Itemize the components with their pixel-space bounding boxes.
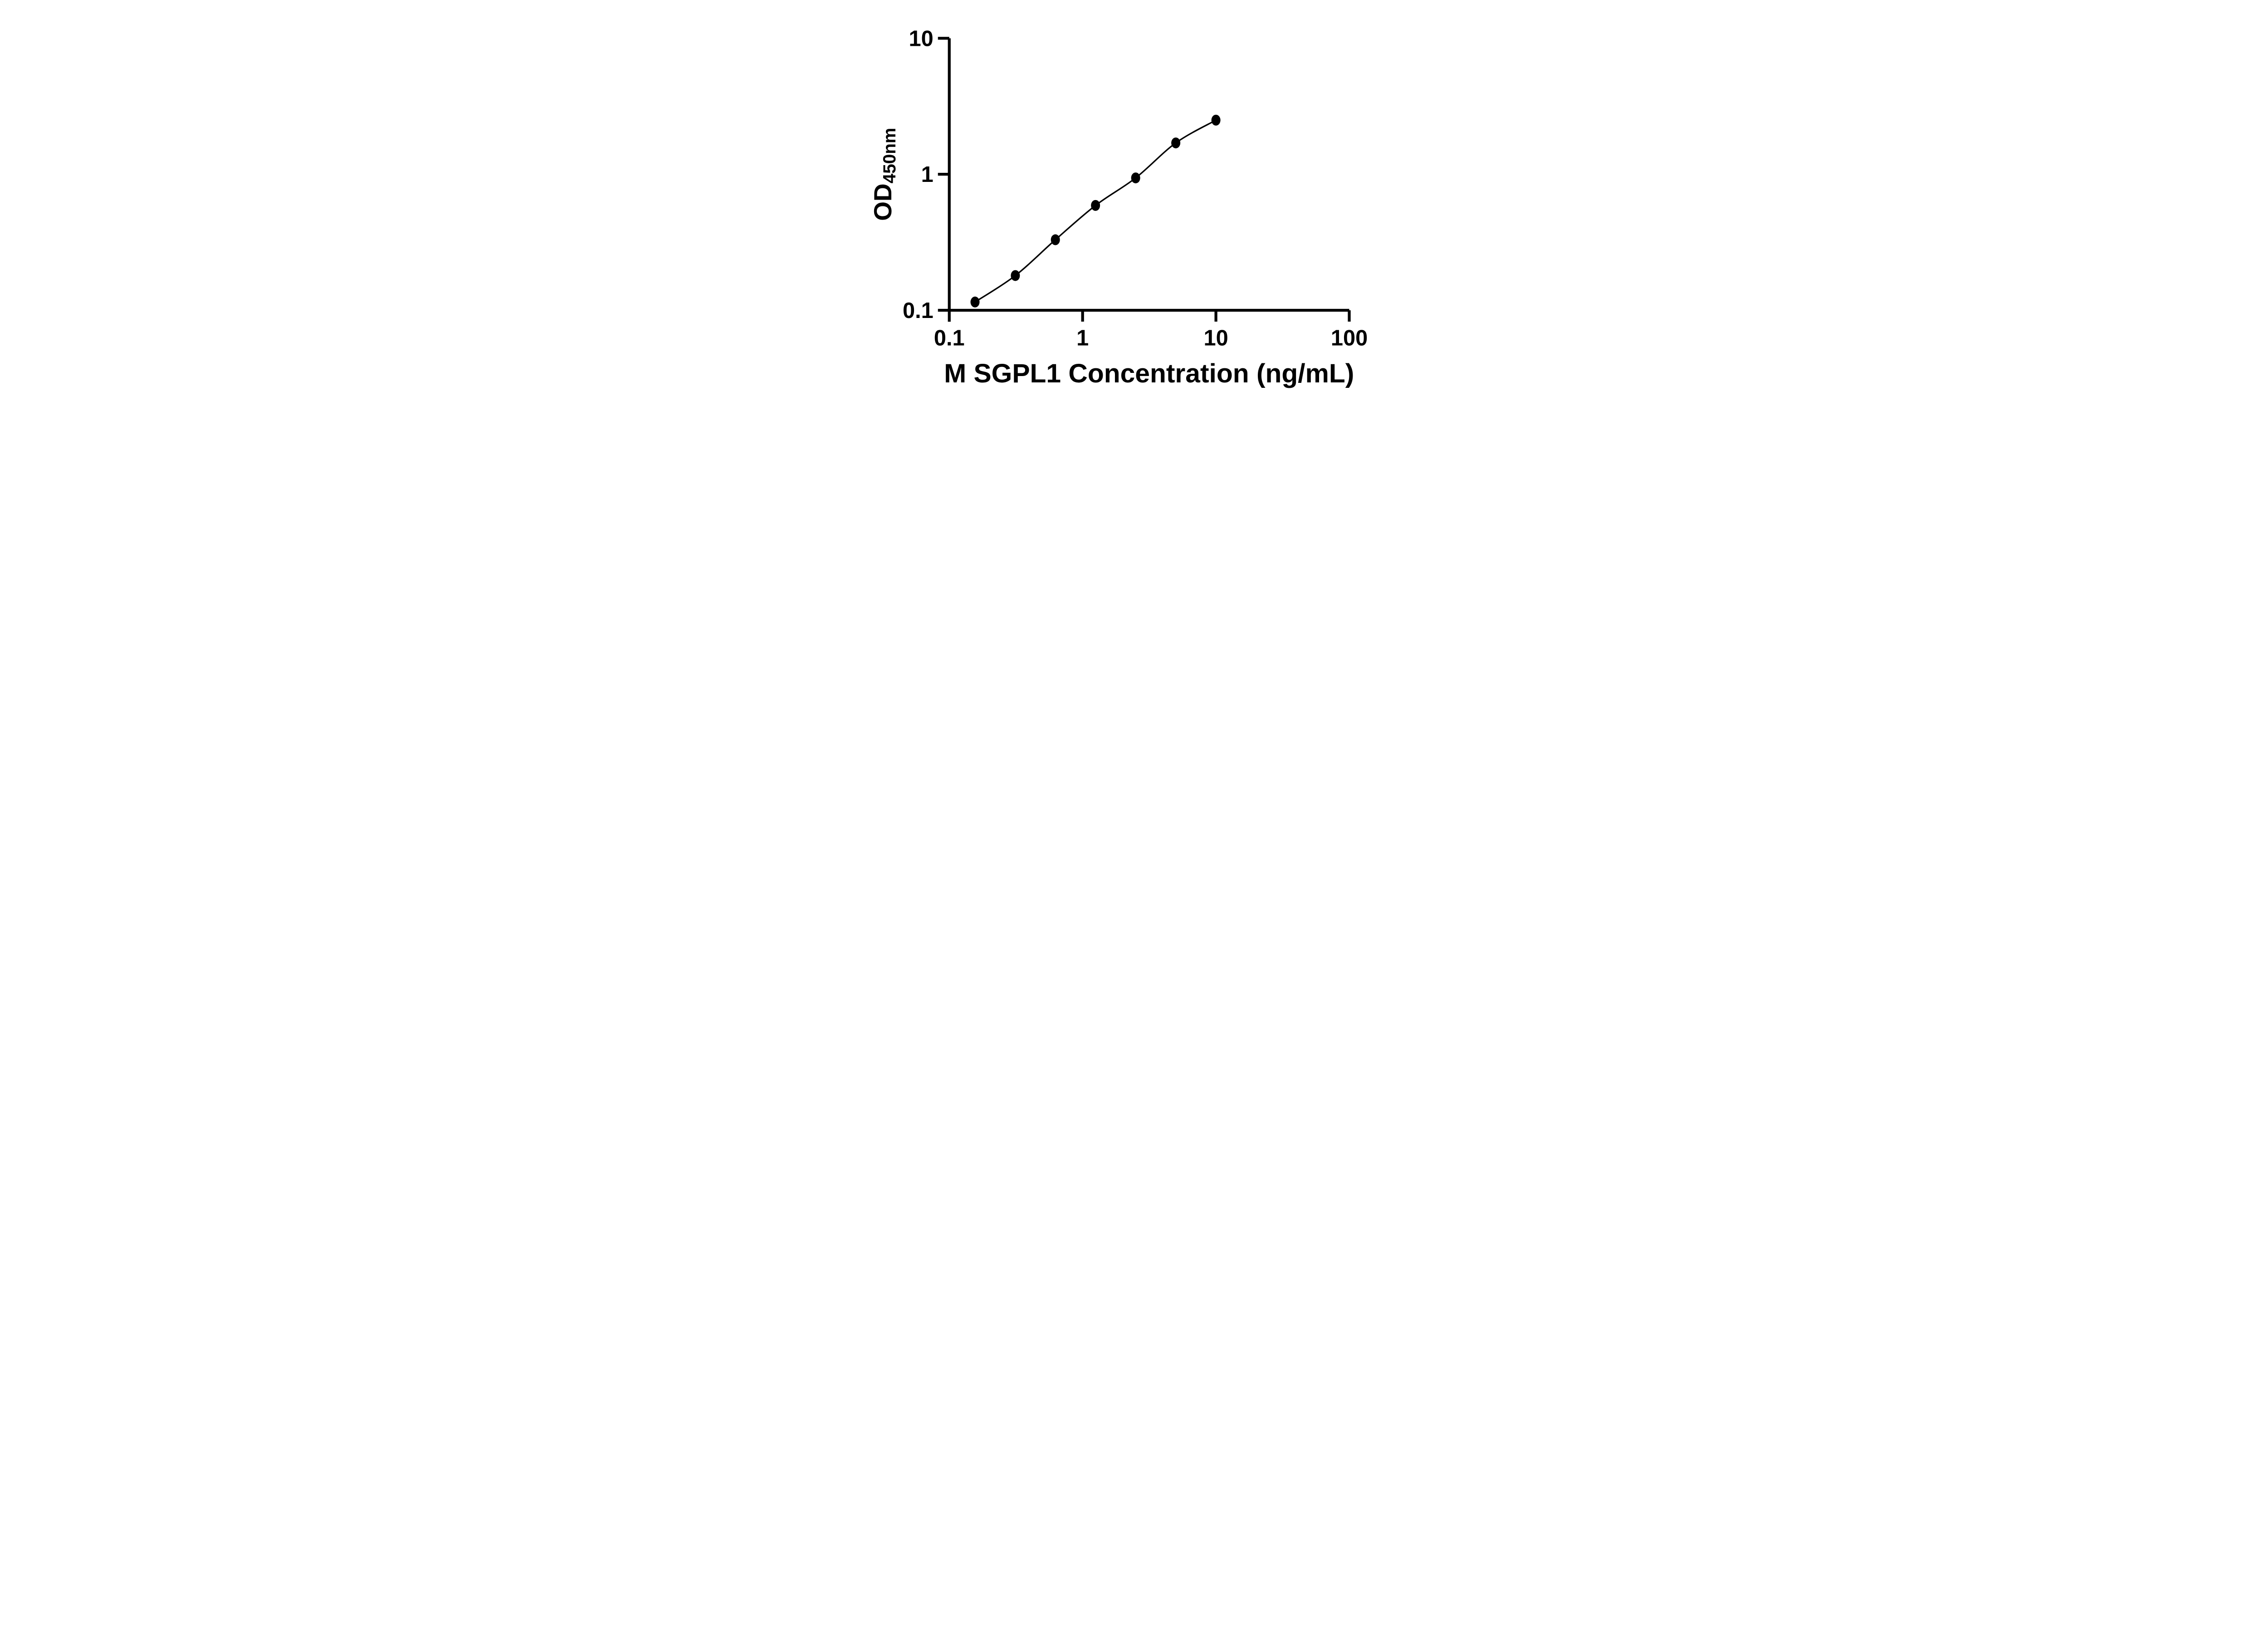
- y-axis-title: OD450nm: [869, 128, 899, 221]
- data-point: [1171, 137, 1181, 149]
- chart-canvas: 0.1 1 10 100 0.1 1 10 M SGPL1 Concentration (…: [848, 0, 1420, 408]
- chart-background: [848, 0, 1420, 408]
- data-point: [970, 296, 980, 308]
- data-point: [1131, 172, 1140, 184]
- y-axis-title-main: OD: [869, 183, 897, 221]
- x-tick-label: 100: [1331, 326, 1368, 351]
- data-point: [1211, 114, 1221, 126]
- x-tick-label: 1: [1076, 326, 1089, 351]
- x-tick-label: 10: [1203, 326, 1228, 351]
- data-points: [970, 114, 1221, 308]
- y-axis-title-subscript: 450nm: [880, 128, 899, 184]
- x-tick-label: 0.1: [934, 326, 965, 351]
- y-tick-label: 1: [921, 162, 934, 187]
- data-point: [1091, 200, 1100, 211]
- axes: [938, 37, 1351, 322]
- y-tick-label: 10: [909, 26, 934, 51]
- elisa-standard-curve-figure: 0.1 1 10 100 0.1 1 10 M SGPL1 Concentration (…: [848, 0, 1420, 408]
- x-axis-tick-labels: 0.1 1 10 100: [934, 326, 1368, 351]
- data-point: [1051, 234, 1060, 245]
- data-point: [1011, 270, 1020, 281]
- x-axis-title: M SGPL1 Concentration (ng/mL): [944, 359, 1354, 388]
- y-axis-tick-labels: 0.1 1 10: [903, 26, 934, 323]
- y-tick-label: 0.1: [903, 298, 934, 323]
